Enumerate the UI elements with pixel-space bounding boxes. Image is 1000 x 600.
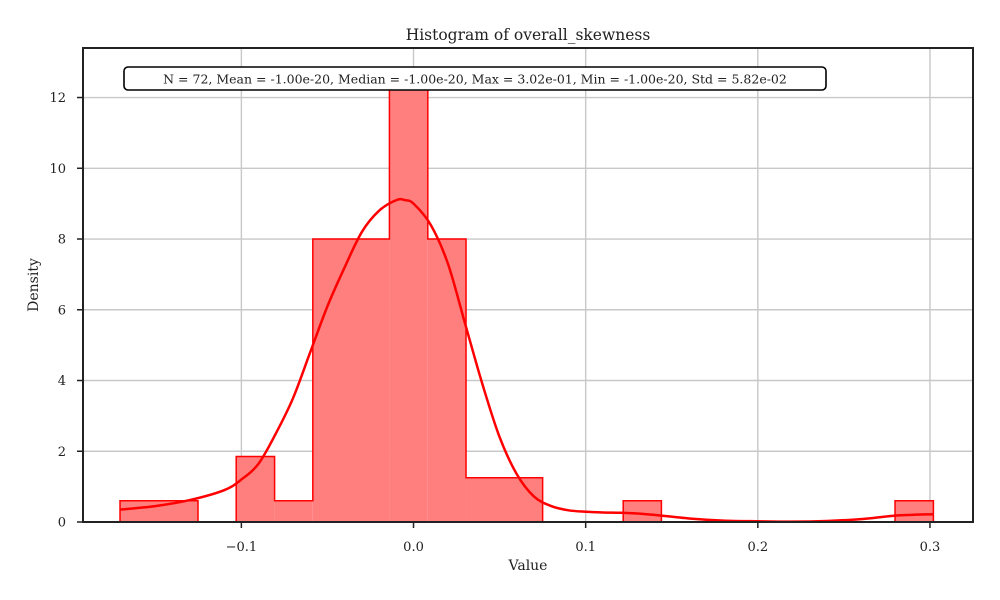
histogram-bar-7 <box>466 477 543 522</box>
kde-curve-layer <box>119 197 934 523</box>
histogram-bar-11 <box>895 500 934 522</box>
y-axis-label: Density <box>26 258 42 312</box>
chart-title: Histogram of overall_skewness <box>406 26 651 44</box>
x-tick-label-1: 0.0 <box>403 540 424 555</box>
histogram-bar-0 <box>120 500 198 522</box>
y-tick-label-3: 6 <box>58 303 66 318</box>
kde-curve <box>119 197 934 523</box>
y-tick-label-4: 8 <box>58 233 66 248</box>
x-tick-label-2: 0.1 <box>575 540 596 555</box>
y-tick-label-6: 12 <box>49 91 66 106</box>
x-tick-label-0: −0.1 <box>226 540 258 555</box>
stats-box-frame <box>123 66 827 91</box>
histogram-bar-5 <box>389 83 428 522</box>
histogram-bars <box>119 82 935 523</box>
y-tick-label-5: 10 <box>49 162 66 177</box>
histogram-bar-6 <box>427 239 467 522</box>
x-tick-label-3: 0.2 <box>747 540 768 555</box>
axes <box>82 47 974 523</box>
y-tick-label-2: 4 <box>58 374 66 389</box>
tick-labels: −0.1 0.0 0.1 0.2 0.3 0 2 4 6 8 10 12 <box>49 91 940 555</box>
y-tick-label-1: 2 <box>58 445 66 460</box>
stats-box: N = 72, Mean = -1.00e-20, Median = -1.00… <box>123 66 827 91</box>
histogram-bar-3 <box>274 500 313 522</box>
y-tick-label-0: 0 <box>58 516 66 531</box>
histogram-bar-9 <box>623 500 662 522</box>
histogram-step-outline <box>119 82 935 523</box>
stats-summary: N = 72, Mean = -1.00e-20, Median = -1.00… <box>163 72 787 87</box>
x-axis-label: Value <box>508 558 548 574</box>
grid-lines <box>83 48 973 523</box>
plot-frame <box>82 47 974 523</box>
histogram-bar-4 <box>312 239 390 522</box>
x-tick-label-4: 0.3 <box>920 540 941 555</box>
